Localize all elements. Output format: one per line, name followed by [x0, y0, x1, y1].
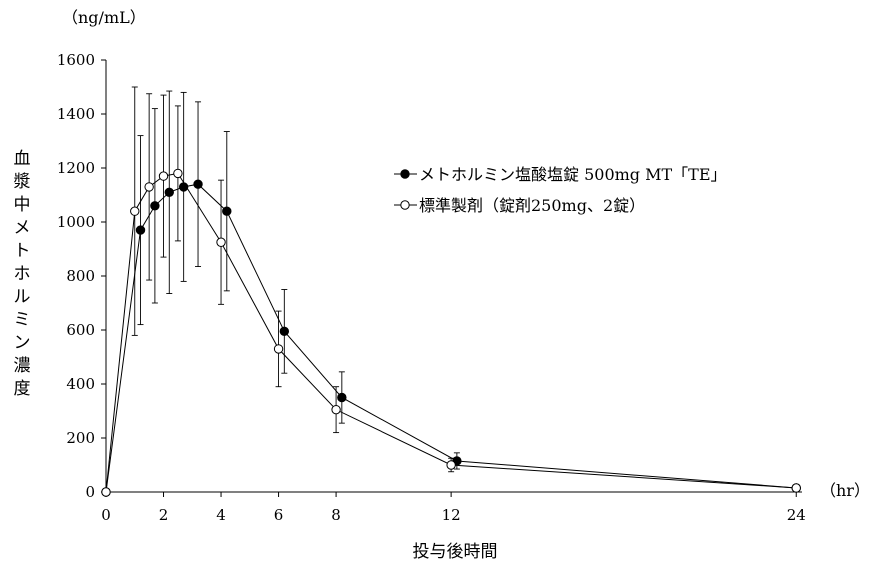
data-point-open [331, 404, 341, 415]
y-axis-title-char: 濃 [14, 356, 31, 376]
y-tick-label: 1400 [57, 105, 95, 123]
y-tick-label: 0 [85, 483, 95, 501]
y-tick-label: 200 [66, 429, 95, 447]
data-point-open [144, 182, 154, 192]
x-tick-label: 8 [331, 506, 341, 524]
y-tick-label: 1200 [57, 159, 95, 177]
legend-marker [400, 200, 410, 210]
data-point-open [158, 171, 169, 181]
data-point-filled [135, 225, 146, 235]
series-line-1 [105, 183, 797, 493]
data-point-open [273, 344, 284, 354]
data-point-filled [164, 187, 174, 198]
y-axis-title-char: ミ [14, 310, 31, 330]
x-tick-label: 4 [216, 506, 226, 524]
x-axis-title: 投与後時間 [413, 542, 498, 561]
y-unit-label: （ng/mL） [62, 8, 146, 27]
y-axis-title-char: ホ [14, 264, 31, 284]
y-tick-label: 1000 [57, 213, 95, 231]
error-bars [131, 86, 800, 490]
y-axis-title-char: ン [14, 333, 31, 353]
y-axis-title-char: 血 [14, 149, 31, 169]
y-axis-title-char: 度 [14, 379, 31, 399]
legend: メトホルミン塩酸塩錠 500mg MT「TE」標準製剤（錠剤250mg、2錠） [394, 165, 727, 215]
data-point-open [173, 168, 183, 179]
y-axis-title-char: ト [14, 241, 31, 261]
y-tick-label: 600 [66, 321, 95, 339]
y-tick-label: 800 [66, 267, 95, 285]
y-tick-label: 1600 [57, 51, 95, 69]
data-point-filled [337, 392, 347, 403]
y-axis-title-char: 中 [14, 195, 31, 215]
x-tick-label: 24 [787, 506, 806, 524]
data-point-open [446, 460, 456, 470]
y-axis-title-char: ル [14, 287, 31, 307]
data-point-open [791, 483, 801, 493]
x-tick-label: 0 [101, 506, 111, 524]
data-markers [101, 168, 801, 497]
x-tick-label: 12 [442, 506, 461, 524]
data-point-open [101, 487, 111, 497]
data-point-filled [178, 182, 189, 192]
x-tick-label: 6 [274, 506, 284, 524]
y-axis-title-char: メ [14, 218, 31, 238]
data-point-open [130, 206, 140, 216]
series-lines [105, 172, 797, 493]
legend-label: 標準製剤（錠剤250mg、2錠） [419, 196, 645, 215]
data-point-filled [150, 201, 160, 211]
x-tick-label: 2 [159, 506, 169, 524]
series-line-2 [105, 172, 797, 493]
x-unit-label: （hr） [820, 481, 870, 500]
y-tick-label: 400 [66, 375, 95, 393]
data-point-open [216, 237, 226, 247]
data-point-filled [222, 206, 232, 216]
data-point-filled [193, 179, 203, 189]
data-point-filled [279, 326, 290, 337]
legend-label: メトホルミン塩酸塩錠 500mg MT「TE」 [419, 165, 727, 184]
y-axis-title-char: 漿 [14, 172, 31, 192]
legend-marker [400, 169, 410, 179]
